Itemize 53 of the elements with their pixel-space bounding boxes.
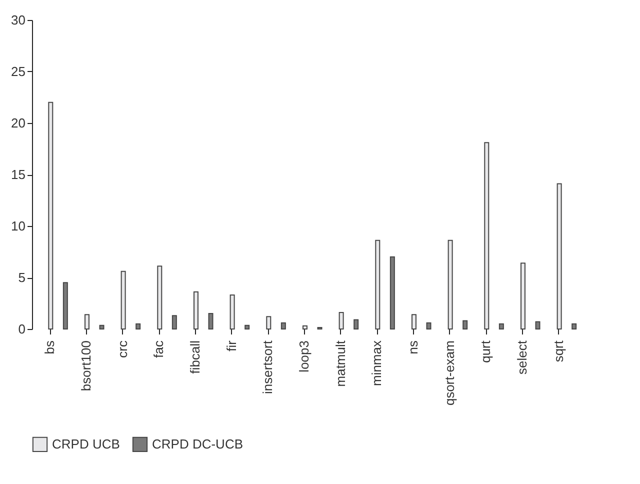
x-tick-label: bsort100 <box>78 340 94 392</box>
bar <box>484 142 490 330</box>
bar <box>375 240 380 330</box>
bar <box>498 323 504 330</box>
x-tick-label: qsort-exam <box>442 340 457 406</box>
bar <box>157 266 162 330</box>
bar <box>62 282 68 330</box>
bar <box>172 315 177 330</box>
bar <box>338 312 344 330</box>
bar <box>520 262 526 330</box>
bar <box>193 291 198 330</box>
x-tick-label: sqrt <box>550 340 566 362</box>
bar <box>535 321 540 330</box>
x-tick-label: bs <box>42 340 58 354</box>
x-tick-label: fac <box>151 340 166 358</box>
x-tick-label: insertsort <box>260 340 276 394</box>
bar <box>48 102 54 330</box>
bar <box>462 320 468 330</box>
x-tick-label: qurt <box>478 340 494 363</box>
x-tick-label: fibcall <box>188 340 202 374</box>
y-tick-label: 0 <box>18 322 26 336</box>
bar <box>302 325 308 330</box>
bar <box>99 324 104 330</box>
y-tick-label: 15 <box>11 167 26 182</box>
y-tick-label: 10 <box>11 218 26 234</box>
x-tick-label: loop3 <box>296 340 312 372</box>
bar <box>280 322 286 330</box>
x-tick-label: crc <box>114 340 130 358</box>
bar <box>244 324 250 330</box>
bar <box>230 294 235 330</box>
bar <box>411 314 416 330</box>
y-tick-label: 5 <box>18 270 26 285</box>
bar <box>354 319 359 330</box>
x-tick-label: minmax <box>369 340 384 386</box>
bar <box>390 256 395 330</box>
bar <box>120 270 126 330</box>
legend-label: CRPD UCB <box>52 436 120 452</box>
y-tick-label: 20 <box>11 116 26 130</box>
bar <box>556 183 562 330</box>
bar <box>84 314 90 330</box>
bar <box>136 323 141 330</box>
bar <box>572 323 577 330</box>
y-tick-label: 25 <box>11 64 26 79</box>
bar <box>448 240 453 330</box>
x-tick-label: ns <box>406 340 420 354</box>
legend-label: CRPD DC-UCB <box>152 436 243 452</box>
x-tick-label: fir <box>224 340 239 352</box>
bar <box>266 316 272 330</box>
bar <box>426 322 432 330</box>
x-tick-label: matmult <box>332 340 348 387</box>
y-tick-label: 30 <box>11 12 26 28</box>
x-tick-label: select <box>514 340 530 374</box>
bar <box>208 313 214 330</box>
